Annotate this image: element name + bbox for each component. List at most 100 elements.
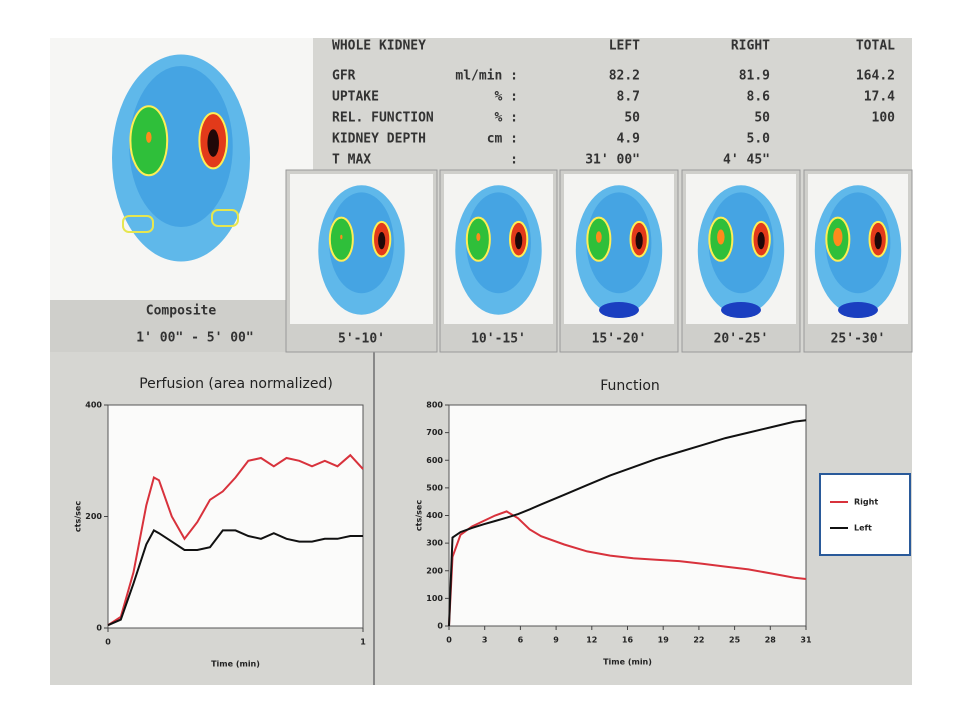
x-tick-label: 25 [729,636,741,645]
plot-area [107,404,364,629]
roi [211,209,239,227]
table-cell: 100 [872,111,896,126]
right-kidney-core [757,232,765,250]
x-tick-label: 1 [360,638,366,647]
plot-area [448,404,807,627]
bladder [838,302,878,318]
left-kidney-hot [146,131,152,143]
charts: Perfusion (area normalized) Time (min) cts… [74,376,911,669]
x-axis-label: Time (min) [211,660,260,669]
y-tick-label: 700 [426,428,443,437]
left-kidney-hot [476,233,481,242]
x-tick-label: 31 [800,636,812,645]
x-tick-label: 6 [518,636,524,645]
body-core [329,192,394,294]
y-tick-label: 100 [426,594,443,603]
chart-title: Function [600,378,660,394]
frame-label: 20'-25' [714,332,769,347]
composite-time: 1' 00" - 5' 00" [136,331,253,346]
right-kidney-core [515,232,523,250]
table-header: RIGHT [731,39,770,54]
bladder [599,302,639,318]
right-kidney-core [874,232,882,250]
kidney-table: WHOLE KIDNEY LEFT RIGHT TOTAL GFR ml/min : 82.… [332,39,895,168]
table-cell: 82.2 [609,69,640,84]
series-line [448,510,807,627]
table-header: WHOLE KIDNEY [332,39,426,54]
table-cell: 5.0 [747,132,771,147]
y-tick-label: 0 [437,622,443,631]
x-tick-label: 22 [693,636,704,645]
y-axis-label: cts/sec [415,500,424,531]
table-cell: 17.4 [864,90,895,105]
body-core [466,192,531,294]
table-header: LEFT [609,39,640,54]
right-kidney-core [635,232,643,250]
table-cell: 8.7 [617,90,640,105]
table-cell: cm : [487,132,518,147]
bladder [721,302,761,318]
x-tick-label: 12 [586,636,597,645]
left-kidney-hot [833,227,843,247]
x-tick-label: 3 [482,636,488,645]
frame-label: 10'-15' [471,332,526,347]
y-tick-label: 400 [85,401,102,410]
y-tick-label: 0 [96,624,102,633]
table-cell: REL. FUNCTION [332,111,434,126]
table-cell: 4.9 [617,132,640,147]
x-axis-label: Time (min) [603,658,652,667]
table-cell: 164.2 [856,69,895,84]
chart-title: Perfusion (area normalized) [139,376,333,392]
table-cell: 4' 45" [723,153,770,168]
composite-caption-panel [50,300,313,352]
y-tick-label: 400 [426,511,443,520]
scan-images: 5'-10' 10'-15' 15'-20' 20'-25' 25'-30' [112,54,913,353]
table-cell: % : [495,111,518,126]
frame-label: 5'-10' [338,332,385,347]
legend-box [819,473,911,556]
x-tick-label: 19 [658,636,670,645]
left-kidney-hot [595,231,602,243]
composite-label: Composite [146,304,217,319]
table-cell: UPTAKE [332,90,379,105]
body-core [825,192,891,294]
table-cell: GFR [332,69,356,84]
y-tick-label: 500 [426,483,443,492]
x-tick-label: 16 [622,636,634,645]
table-cell: KIDNEY DEPTH [332,132,426,147]
y-tick-label: 600 [426,456,443,465]
series-line [107,453,364,627]
y-tick-label: 800 [426,401,443,410]
table-cell: ml/min : [455,69,518,84]
y-axis-label: cts/sec [74,501,83,532]
table-header: TOTAL [856,39,895,54]
x-tick-label: 0 [105,638,111,647]
y-tick-label: 200 [426,566,443,575]
frame-label: 15'-20' [592,332,647,347]
x-tick-label: 28 [765,636,777,645]
table-cell: 31' 00" [585,153,640,168]
series-line [107,529,363,627]
right-kidney-core [207,129,219,157]
table-cell: T MAX [332,153,371,168]
body-core [586,192,652,294]
frame-label: 25'-30' [831,332,886,347]
x-tick-label: 0 [446,636,452,645]
body-core [129,66,233,227]
body-core [708,192,774,294]
x-tick-label: 9 [553,636,559,645]
table-cell: 50 [624,111,640,126]
table-cell: 81.9 [739,69,770,84]
legend-label: Right [854,498,878,507]
table-cell: 8.6 [747,90,771,105]
left-kidney-hot [717,229,725,245]
series-line [448,419,807,627]
y-tick-label: 200 [85,512,102,521]
table-cell: : [510,153,518,168]
left-kidney-hot [340,234,343,240]
table-cell: % : [495,90,518,105]
roi [122,215,154,233]
table-cell: 50 [754,111,770,126]
y-tick-label: 300 [426,539,443,548]
